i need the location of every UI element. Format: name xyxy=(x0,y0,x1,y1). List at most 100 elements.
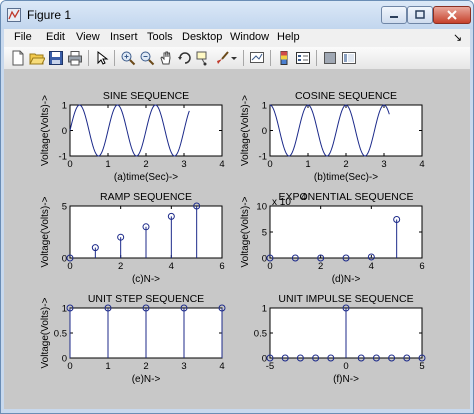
minimize-button[interactable] xyxy=(381,6,407,24)
stem-marker xyxy=(372,354,380,362)
y-tick-label: 0 xyxy=(62,254,67,265)
y-tick-label: 0 xyxy=(62,354,67,365)
zoom-in-icon[interactable] xyxy=(120,50,136,66)
x-tick-label: 0 xyxy=(67,361,72,372)
colorbar-icon[interactable] xyxy=(276,50,292,66)
y-tick-label: 1 xyxy=(262,304,267,315)
stem-marker xyxy=(342,304,350,312)
stem-marker xyxy=(312,354,320,362)
y-axis-label: Voltage(Volts)-> xyxy=(240,95,251,166)
hide-plot-tools-icon[interactable] xyxy=(322,50,338,66)
toolbar-separator xyxy=(88,50,89,66)
subplot-4: 0 2 4 6 0 5 10 EXPONENTIAL SEQUENCE (d)N-> Voltag… xyxy=(240,191,425,285)
print-icon[interactable] xyxy=(67,50,83,66)
y-tick-label: -1 xyxy=(259,152,267,163)
y-exponent-power: 4 xyxy=(301,192,307,203)
x-axis-label: (f)N-> xyxy=(333,374,359,385)
x-axis-label: (c)N-> xyxy=(132,274,160,285)
x-tick-label: 1 xyxy=(105,159,110,170)
axes-box xyxy=(269,104,423,157)
show-plot-tools-icon[interactable] xyxy=(341,50,357,66)
x-tick-label: 0 xyxy=(67,159,72,170)
maximize-icon xyxy=(415,10,425,19)
menu-bar: File Edit View Insert Tools Desktop Wind… xyxy=(4,29,470,48)
minimize-icon xyxy=(390,16,398,18)
stem-marker xyxy=(104,304,112,312)
close-button[interactable] xyxy=(433,6,471,24)
y-tick-label: 0 xyxy=(62,126,67,137)
stem-marker xyxy=(167,212,175,220)
data-cursor-icon[interactable] xyxy=(196,50,212,66)
menu-help[interactable]: Help xyxy=(277,31,300,43)
stem-marker xyxy=(327,354,335,362)
stem-marker xyxy=(357,354,365,362)
subplot-title: EXPONENTIAL SEQUENCE xyxy=(279,191,414,203)
stem-marker xyxy=(291,254,299,262)
x-tick-label: 3 xyxy=(181,361,186,372)
x-tick-label: 4 xyxy=(369,261,374,272)
x-tick-label: -5 xyxy=(266,361,274,372)
x-tick-label: 0 xyxy=(267,261,272,272)
select-arrow-icon[interactable] xyxy=(94,50,110,66)
y-tick-label: 0.5 xyxy=(254,329,267,340)
x-tick-label: 2 xyxy=(118,261,123,272)
zoom-out-icon[interactable] xyxy=(139,50,155,66)
x-tick-label: 6 xyxy=(219,261,224,272)
stem-marker xyxy=(193,202,201,210)
subplot-title: COSINE SEQUENCE xyxy=(295,90,397,102)
x-tick-label: 0 xyxy=(267,159,272,170)
menu-view[interactable]: View xyxy=(76,31,100,43)
x-tick-label: 4 xyxy=(419,159,424,170)
menu-tools[interactable]: Tools xyxy=(147,31,173,43)
stem-marker xyxy=(142,223,150,231)
x-tick-label: 6 xyxy=(419,261,424,272)
brush-icon[interactable] xyxy=(215,50,231,66)
x-tick-label: 2 xyxy=(143,361,148,372)
new-figure-icon[interactable] xyxy=(10,50,26,66)
brush-dropdown-icon[interactable] xyxy=(230,50,238,66)
stem-marker xyxy=(117,233,125,241)
subplot-title: UNIT STEP SEQUENCE xyxy=(88,293,204,305)
rotate-3d-icon[interactable] xyxy=(177,50,193,66)
title-bar[interactable]: Figure 1 xyxy=(1,1,473,29)
stem-marker xyxy=(393,216,401,224)
stem-marker xyxy=(403,354,411,362)
figure-canvas[interactable]: 0 1 2 3 4 -1 0 1 SINE SEQUENCE (a)time(Sec)-> Volt… xyxy=(4,70,470,409)
y-tick-label: 0 xyxy=(262,126,267,137)
stem-marker xyxy=(91,244,99,252)
stem-marker xyxy=(317,254,325,262)
pan-icon[interactable] xyxy=(158,50,174,66)
stem-marker xyxy=(342,254,350,262)
subplot-title: SINE SEQUENCE xyxy=(103,90,189,102)
menu-edit[interactable]: Edit xyxy=(46,31,65,43)
dock-figure-icon[interactable]: ↘ xyxy=(453,32,463,44)
link-plot-icon[interactable] xyxy=(249,50,265,66)
x-tick-label: 2 xyxy=(143,159,148,170)
stem-marker xyxy=(388,354,396,362)
x-tick-label: 1 xyxy=(305,159,310,170)
open-file-icon[interactable] xyxy=(29,50,45,66)
save-icon[interactable] xyxy=(48,50,64,66)
subplot-title: UNIT IMPULSE SEQUENCE xyxy=(278,293,413,305)
toolbar-separator xyxy=(243,50,244,66)
subplot-3: 0 2 4 6 0 5 RAMP SEQUENCE (c)N-> Voltage(Volts)-… xyxy=(40,191,225,285)
menu-file[interactable]: File xyxy=(14,31,32,43)
menu-desktop[interactable]: Desktop xyxy=(182,31,223,43)
x-axis-label: (e)N-> xyxy=(132,374,161,385)
y-tick-label: 5 xyxy=(62,202,67,213)
x-tick-label: 0 xyxy=(67,261,72,272)
legend-icon[interactable] xyxy=(295,50,311,66)
menu-insert[interactable]: Insert xyxy=(110,31,138,43)
menu-window[interactable]: Window xyxy=(230,31,270,43)
y-axis-label: Voltage(Volts)-> xyxy=(40,196,51,267)
stem-marker xyxy=(296,354,304,362)
stem-marker xyxy=(142,304,150,312)
y-tick-label: 10 xyxy=(256,202,267,213)
x-tick-label: 0 xyxy=(343,361,348,372)
y-tick-label: 1 xyxy=(62,304,67,315)
y-axis-label: Voltage(Volts)-> xyxy=(240,196,251,267)
maximize-button[interactable] xyxy=(407,6,433,24)
matlab-figure-icon xyxy=(7,8,21,22)
